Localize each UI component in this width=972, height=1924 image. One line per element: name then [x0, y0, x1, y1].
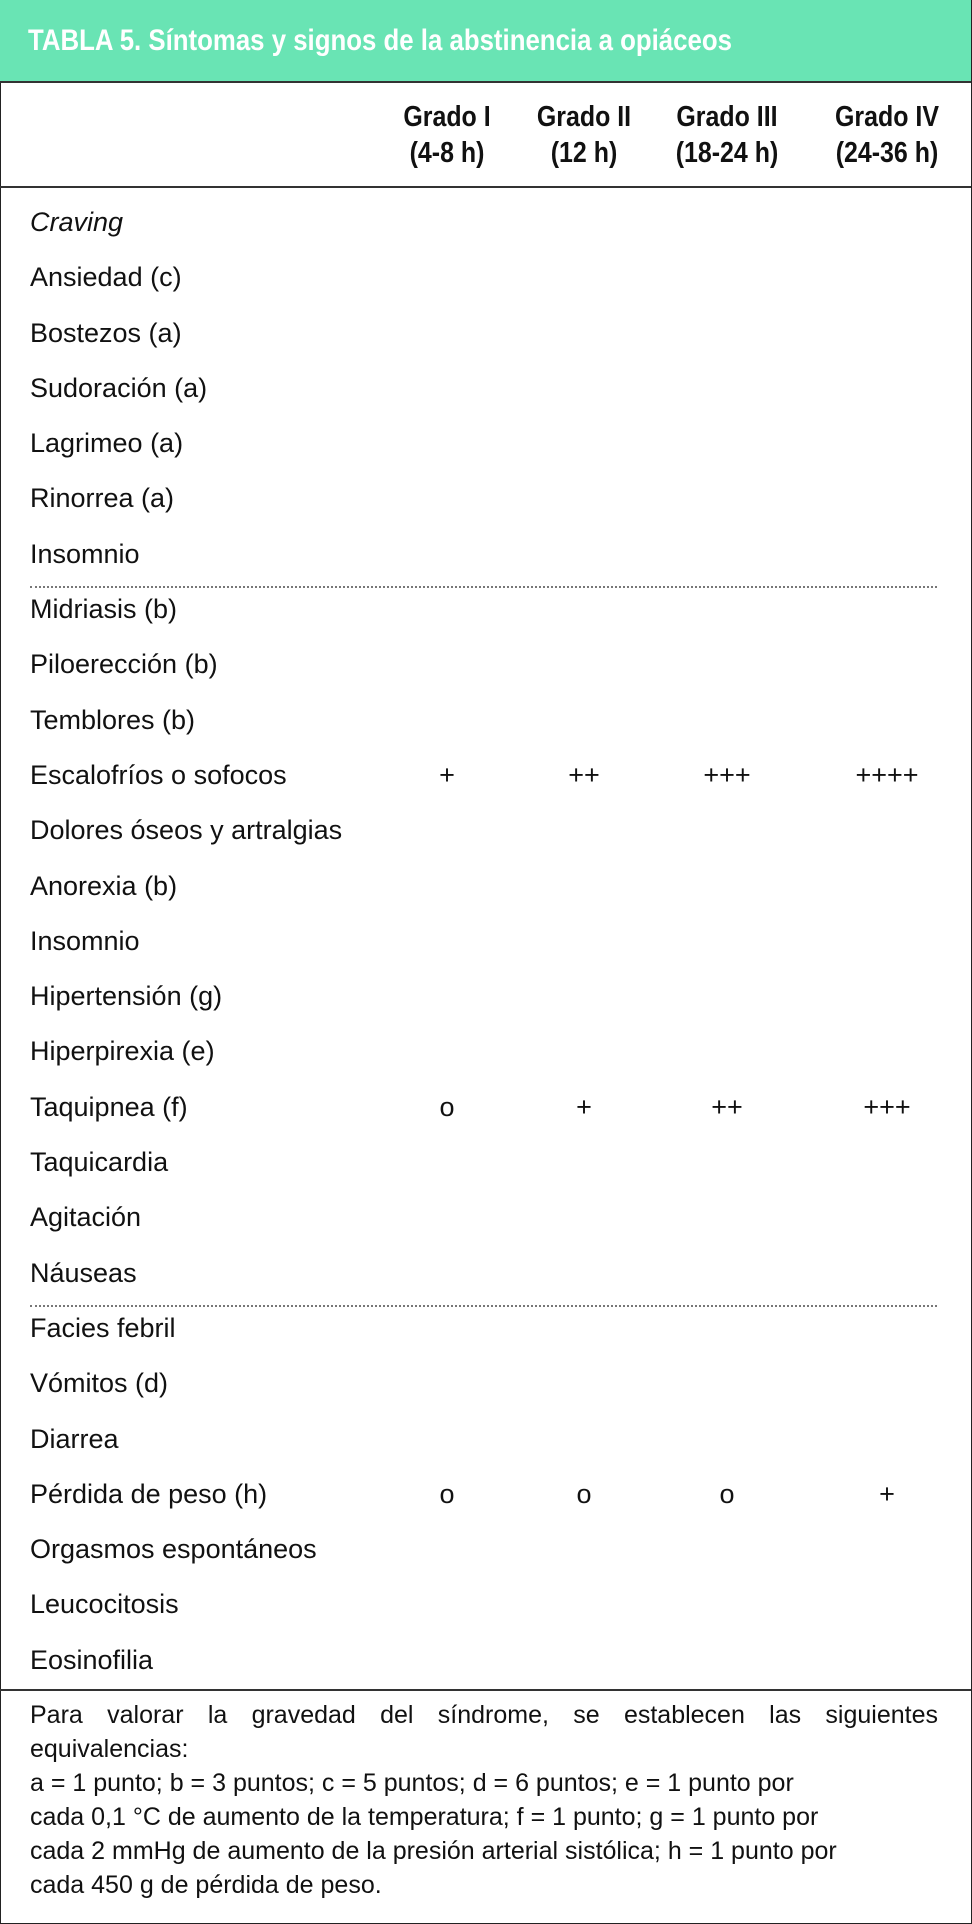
- row-label: Leucocitosis: [30, 1589, 179, 1620]
- grade-value: +: [439, 759, 455, 790]
- table-row: Dolores óseos y artralgias: [0, 805, 971, 860]
- footnote-line: cada 0,1 °C de aumento de la temperatura…: [30, 1803, 819, 1831]
- column-header-grado-3: Grado III (18-24 h): [658, 99, 796, 171]
- table-row: Pérdida de peso (h) o o o +: [0, 1469, 971, 1524]
- table-row: Náuseas: [0, 1248, 971, 1303]
- column-grade: Grado II: [536, 101, 632, 133]
- table-bottom-rule: [0, 1689, 971, 1691]
- grade-value: ++: [711, 1091, 743, 1122]
- row-label: Taquipnea (f): [30, 1091, 188, 1122]
- row-label: Vómitos (d): [30, 1368, 169, 1399]
- table-row: Lagrimeo (a): [0, 418, 971, 473]
- grade-value: +: [576, 1091, 592, 1122]
- row-label: Hiperpirexia (e): [30, 1036, 215, 1067]
- row-label: Diarrea: [30, 1423, 119, 1454]
- grade-value: ++: [568, 759, 600, 790]
- footnote-line: equivalencias:: [30, 1735, 189, 1763]
- table-row: Escalofríos o sofocos + ++ +++ ++++: [0, 750, 971, 805]
- table-row: Taquicardia: [0, 1137, 971, 1192]
- table-title: TABLA 5. Síntomas y signos de la abstine…: [28, 24, 732, 57]
- table-row: Ansiedad (c): [0, 252, 971, 307]
- row-label: Pérdida de peso (h): [30, 1478, 268, 1509]
- grade-value: +++: [703, 759, 751, 790]
- table-row: Sudoración (a): [0, 363, 971, 418]
- row-label: Bostezos (a): [30, 317, 182, 348]
- table-row: Rinorrea (a): [0, 473, 971, 528]
- column-time: (12 h): [550, 137, 618, 169]
- row-label: Sudoración (a): [30, 372, 208, 403]
- table-row: Anorexia (b): [0, 861, 971, 916]
- table-row: Temblores (b): [0, 695, 971, 750]
- grade-value: o: [576, 1478, 592, 1509]
- row-label: Insomnio: [30, 538, 140, 569]
- table-row: Hiperpirexia (e): [0, 1026, 971, 1081]
- table-header-row: Grado I (4-8 h) Grado II (12 h) Grado II…: [0, 83, 971, 188]
- group-divider: [30, 586, 937, 588]
- row-label: Temblores (b): [30, 704, 196, 735]
- column-grade: Grado I: [403, 101, 491, 133]
- column-header-grado-2: Grado II (12 h): [515, 99, 653, 171]
- row-label: Lagrimeo (a): [30, 428, 184, 459]
- table-row: Facies febril: [0, 1303, 971, 1358]
- table-row: Midriasis (b): [0, 584, 971, 639]
- row-label: Orgasmos espontáneos: [30, 1534, 317, 1565]
- row-label: Escalofríos o sofocos: [30, 759, 287, 790]
- table-row: Bostezos (a): [0, 308, 971, 363]
- grade-value: o: [719, 1478, 735, 1509]
- table-row: Agitación: [0, 1192, 971, 1247]
- table-row: Insomnio: [0, 916, 971, 971]
- row-label: Piloerección (b): [30, 649, 218, 680]
- column-header-grado-1: Grado I (4-8 h): [378, 99, 516, 171]
- column-header-grado-4: Grado IV (24-36 h): [818, 99, 956, 171]
- row-label: Insomnio: [30, 925, 140, 956]
- column-grade: Grado IV: [835, 101, 939, 133]
- column-grade: Grado III: [676, 101, 778, 133]
- grade-value: o: [439, 1091, 455, 1122]
- grade-value: +: [879, 1478, 895, 1509]
- table-row: Hipertensión (g): [0, 971, 971, 1026]
- table-title-band: TABLA 5. Síntomas y signos de la abstine…: [0, 0, 971, 83]
- table-body: Craving Ansiedad (c) Bostezos (a) Sudoració…: [0, 197, 971, 1690]
- table-row: Craving: [0, 197, 971, 252]
- column-time: (18-24 h): [675, 137, 779, 169]
- row-label: Eosinofilia: [30, 1644, 154, 1675]
- grade-value: ++++: [855, 759, 919, 790]
- table-row: Leucocitosis: [0, 1579, 971, 1634]
- table-row: Piloerección (b): [0, 639, 971, 694]
- row-label: Agitación: [30, 1202, 142, 1233]
- table-row: Vómitos (d): [0, 1358, 971, 1413]
- row-label: Dolores óseos y artralgias: [30, 815, 343, 846]
- table-row: Insomnio: [0, 529, 971, 584]
- grade-value: o: [439, 1478, 455, 1509]
- footnote-line: cada 450 g de pérdida de peso.: [30, 1871, 382, 1899]
- row-label: Ansiedad (c): [30, 262, 182, 293]
- table-row: Taquipnea (f) o + ++ +++: [0, 1082, 971, 1137]
- row-label: Náuseas: [30, 1257, 137, 1288]
- footnote-line: Para valorar la gravedad del síndrome, s…: [30, 1701, 938, 1729]
- footnote-line: cada 2 mmHg de aumento de la presión art…: [30, 1837, 837, 1865]
- table-row: Diarrea: [0, 1414, 971, 1469]
- column-time: (24-36 h): [835, 137, 939, 169]
- column-time: (4-8 h): [409, 137, 485, 169]
- table-footnote: Para valorar la gravedad del síndrome, s…: [30, 1698, 938, 1902]
- row-label: Rinorrea (a): [30, 483, 175, 514]
- row-label: Midriasis (b): [30, 594, 178, 625]
- grade-value: +++: [863, 1091, 911, 1122]
- table-row: Orgasmos espontáneos: [0, 1524, 971, 1579]
- footnote-line: a = 1 punto; b = 3 puntos; c = 5 puntos;…: [30, 1769, 794, 1797]
- row-label: Hipertensión (g): [30, 981, 223, 1012]
- table-row: Eosinofilia: [0, 1635, 971, 1690]
- row-label: Craving: [30, 207, 124, 237]
- row-label: Facies febril: [30, 1312, 176, 1343]
- group-divider: [30, 1305, 937, 1307]
- row-label: Anorexia (b): [30, 870, 178, 901]
- row-label: Taquicardia: [30, 1147, 169, 1178]
